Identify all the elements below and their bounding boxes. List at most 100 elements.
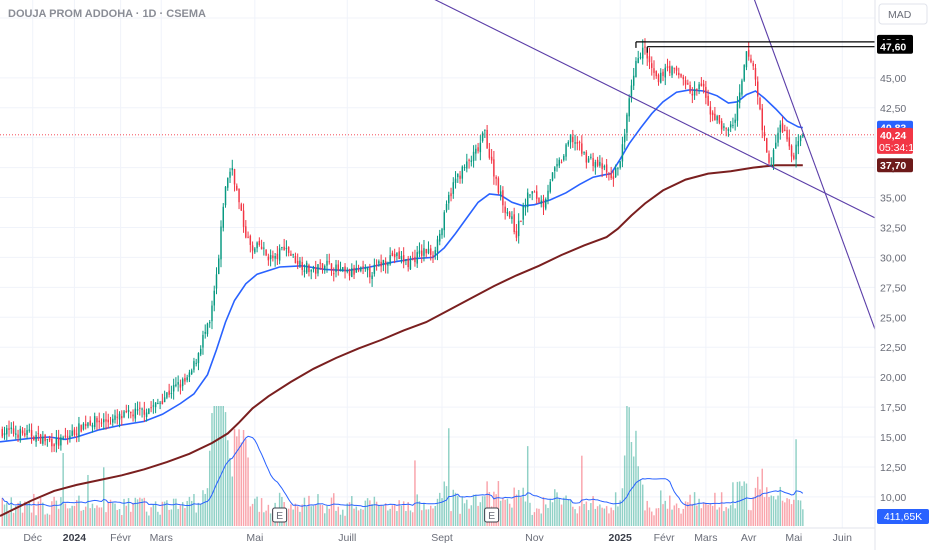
candle-body xyxy=(353,267,355,275)
candle-body xyxy=(639,56,642,58)
candle-body xyxy=(208,322,211,324)
volume-bar xyxy=(603,508,606,526)
volume-bar xyxy=(204,493,206,526)
volume-bar xyxy=(78,495,80,526)
volume-bar xyxy=(80,510,82,526)
volume-bar xyxy=(452,489,455,526)
price-label: 47,60 xyxy=(880,42,906,54)
volume-bar xyxy=(750,510,752,526)
volume-bar xyxy=(502,498,504,526)
candle-body xyxy=(24,433,26,436)
candle-body xyxy=(594,162,597,168)
volume-bar xyxy=(759,489,761,526)
candle-body xyxy=(57,437,60,446)
trendline[interactable] xyxy=(428,0,876,219)
candle-body xyxy=(475,148,477,154)
volume-bar xyxy=(384,503,387,526)
volume-bar xyxy=(441,498,443,526)
trendlines[interactable] xyxy=(428,0,876,330)
volume-bar xyxy=(599,504,601,526)
volume-bar xyxy=(707,504,709,526)
volume-bar xyxy=(705,502,707,526)
volume-bar xyxy=(635,430,637,526)
candle-body xyxy=(107,419,109,423)
candle-body xyxy=(587,158,590,163)
candle-body xyxy=(612,176,615,180)
volume-bar xyxy=(348,502,351,526)
candle-body xyxy=(750,58,752,62)
volume-bar xyxy=(396,511,398,526)
volume-bar xyxy=(732,482,734,526)
volume-bar xyxy=(141,498,143,526)
candle-body xyxy=(696,88,698,91)
candle-body xyxy=(727,128,730,131)
volume-bar xyxy=(24,501,26,526)
candle-body xyxy=(590,156,592,158)
volume-bar xyxy=(100,507,103,526)
volume-bar xyxy=(641,484,644,526)
candle-body xyxy=(335,264,337,273)
candle-body xyxy=(339,268,342,272)
candle-body xyxy=(127,409,130,412)
currency-button[interactable]: MAD xyxy=(878,3,928,25)
candle-body xyxy=(619,161,621,168)
price-axis[interactable]: 10,00 12,50 15,00 17,50 20,00 22,50 25,00 27,50… xyxy=(880,13,906,504)
candle-body xyxy=(623,133,626,143)
candle-body xyxy=(790,145,793,157)
volume-bar xyxy=(520,497,522,526)
volume-bar xyxy=(127,498,130,526)
candle-body xyxy=(231,168,234,171)
candle-body xyxy=(691,93,694,96)
volume-bar xyxy=(39,497,42,526)
candle-body xyxy=(637,58,639,64)
volume-bar xyxy=(123,498,125,526)
candle-body xyxy=(80,425,82,432)
candle-body xyxy=(242,210,245,227)
volume-bar xyxy=(310,506,312,526)
candle-body xyxy=(671,66,673,76)
volume-bar xyxy=(781,500,784,526)
candle-body xyxy=(605,164,608,173)
volume-bar xyxy=(208,450,211,526)
candle-body xyxy=(784,129,786,131)
candle-body xyxy=(513,214,515,232)
candle-body xyxy=(42,436,44,444)
trendline[interactable] xyxy=(753,0,876,330)
earnings-marker[interactable]: E xyxy=(272,507,288,523)
earnings-marker[interactable]: E xyxy=(484,507,500,523)
x-tick-label: Mars xyxy=(150,532,173,544)
volume-bar xyxy=(669,495,671,526)
volume-bar xyxy=(477,505,479,526)
volume-bar xyxy=(179,505,182,526)
candle-body xyxy=(632,75,635,86)
volume-bar xyxy=(587,510,590,526)
volume-bar xyxy=(407,502,409,526)
volume-bar xyxy=(720,492,723,526)
volume-bar xyxy=(542,497,545,526)
candle-body xyxy=(220,226,222,260)
candle-body xyxy=(610,173,612,179)
candle-body xyxy=(409,259,412,270)
volume-bar xyxy=(459,513,461,526)
candle-body xyxy=(62,437,64,439)
candle-body xyxy=(166,392,168,398)
candle-body xyxy=(170,392,173,394)
time-axis[interactable]: Déc 2024 Févr Mars Mai Juill Sept Nov 2025 Févr Ma… xyxy=(23,532,852,544)
y-tick-label: 32,50 xyxy=(880,222,906,234)
x-tick-label: Juill xyxy=(338,532,356,544)
candle-body xyxy=(263,247,265,249)
volume-bar xyxy=(66,508,69,526)
volume-bar xyxy=(175,498,177,526)
candle-body xyxy=(772,149,775,164)
candle-body xyxy=(628,98,630,117)
candle-body xyxy=(689,85,691,93)
volume-bar xyxy=(630,442,633,526)
candle-body xyxy=(245,226,247,238)
volume-bar xyxy=(69,508,71,526)
volume-bar xyxy=(763,497,766,526)
candle-body xyxy=(283,246,285,251)
volume-bar xyxy=(508,503,511,526)
candle-body xyxy=(479,142,482,153)
